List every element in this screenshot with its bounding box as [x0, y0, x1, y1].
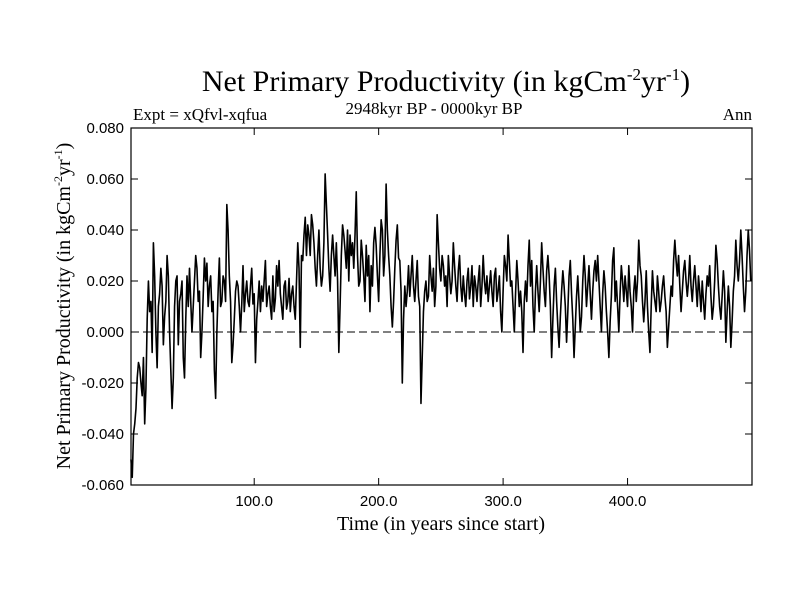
y-tick-label: 0.080	[86, 120, 124, 137]
y-tick-label: 0.020	[86, 273, 124, 290]
period-label: 2948kyr BP - 0000kyr BP	[346, 99, 523, 118]
y-tick-label: -0.060	[81, 477, 124, 494]
y-tick-label: 0.060	[86, 171, 124, 188]
npp-series-line	[130, 173, 752, 479]
y-axis-label: Net Primary Productivity (in kgCm-2yr-1)	[51, 143, 75, 470]
x-tick-label: 300.0	[484, 493, 522, 510]
y-axis-ticks: -0.060 -0.040 -0.020 0.000 0.020 0.040 0.060 0.…	[81, 120, 752, 494]
x-axis-ticks: 100.0 200.0 300.0 400.0	[235, 128, 646, 510]
y-tick-label: 0.040	[86, 222, 124, 239]
x-tick-label: 200.0	[360, 493, 398, 510]
x-tick-label: 400.0	[609, 493, 647, 510]
chart-title: Net Primary Productivity (in kgCm-2yr-1)	[202, 65, 690, 98]
x-axis-label: Time (in years since start)	[337, 513, 545, 535]
plot-frame	[130, 127, 753, 486]
season-label: Ann	[723, 105, 753, 124]
y-tick-label: -0.020	[81, 375, 124, 392]
y-tick-label: -0.040	[81, 426, 124, 443]
experiment-label: Expt = xQfvl-xqfua	[133, 105, 268, 124]
y-tick-label: 0.000	[86, 324, 124, 341]
x-tick-label: 100.0	[235, 493, 273, 510]
